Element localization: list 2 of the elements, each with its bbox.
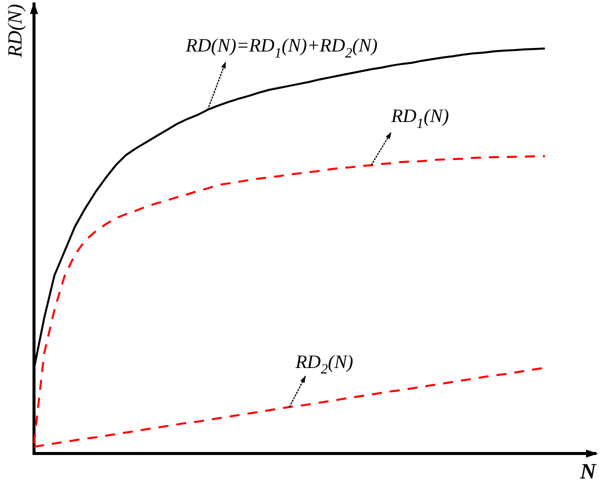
y-axis-title: RD(N) <box>4 4 26 58</box>
x-axis-title: N <box>579 458 598 484</box>
